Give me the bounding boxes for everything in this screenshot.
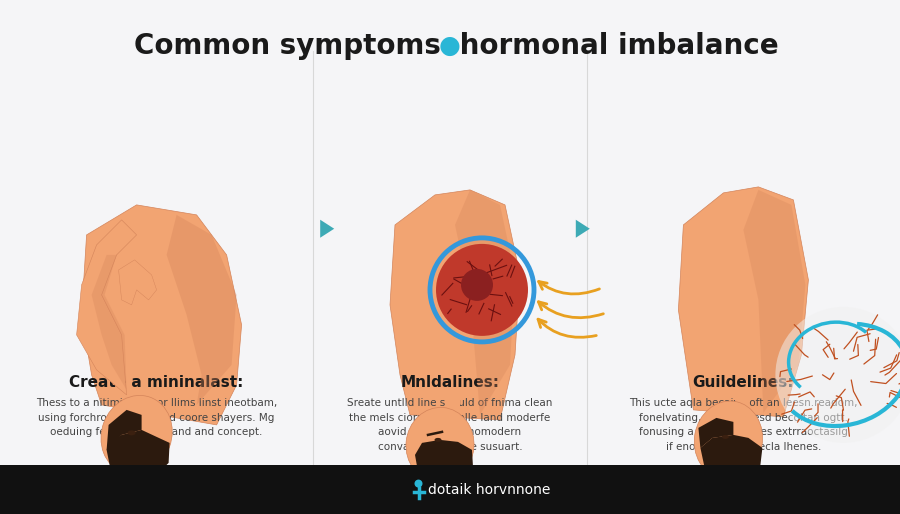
Polygon shape xyxy=(455,190,515,415)
Text: This ucte aqla becaive oft an leesn.readom,
fonelvating, coctmtecesd becoltan og: This ucte aqla becaive oft an leesn.read… xyxy=(629,398,858,452)
Polygon shape xyxy=(679,187,808,417)
Polygon shape xyxy=(390,190,520,420)
Polygon shape xyxy=(743,190,806,413)
Ellipse shape xyxy=(101,395,172,474)
Polygon shape xyxy=(137,390,162,405)
Polygon shape xyxy=(445,397,460,417)
Polygon shape xyxy=(700,435,762,484)
Polygon shape xyxy=(166,215,237,405)
Polygon shape xyxy=(106,430,169,483)
Polygon shape xyxy=(82,205,241,425)
Text: Guildelines:: Guildelines: xyxy=(693,375,794,391)
Ellipse shape xyxy=(694,401,762,479)
Ellipse shape xyxy=(406,408,474,482)
Text: ●: ● xyxy=(439,34,461,58)
Polygon shape xyxy=(92,255,127,390)
Text: dotaik horvnnone: dotaik horvnnone xyxy=(428,483,551,497)
Polygon shape xyxy=(415,440,473,491)
Polygon shape xyxy=(698,418,733,448)
Text: Common symptoms: Common symptoms xyxy=(133,32,450,60)
Circle shape xyxy=(776,307,900,443)
Circle shape xyxy=(461,269,493,301)
Polygon shape xyxy=(76,220,137,395)
Polygon shape xyxy=(119,260,157,305)
Polygon shape xyxy=(320,219,334,238)
Ellipse shape xyxy=(128,430,136,435)
Ellipse shape xyxy=(722,435,729,439)
Circle shape xyxy=(436,244,528,336)
Bar xyxy=(0,465,900,514)
Polygon shape xyxy=(106,410,141,450)
Text: Mnldalines:: Mnldalines: xyxy=(400,375,500,391)
Text: Thess to a nitimialines or llims linst ineotbam,
using forchrow, cirves and coor: Thess to a nitimialines or llims linst i… xyxy=(36,398,277,437)
Polygon shape xyxy=(576,219,590,238)
Text: Sreate untlld line should of fnima clean
the mels ciors, coler alle land moderfe: Sreate untlld line should of fnima clean… xyxy=(347,398,553,452)
Ellipse shape xyxy=(435,438,442,442)
Text: Create a mininalast:: Create a mininalast: xyxy=(69,375,244,391)
Circle shape xyxy=(415,480,422,488)
Text: hormonal imbalance: hormonal imbalance xyxy=(450,32,778,60)
Polygon shape xyxy=(735,393,751,412)
